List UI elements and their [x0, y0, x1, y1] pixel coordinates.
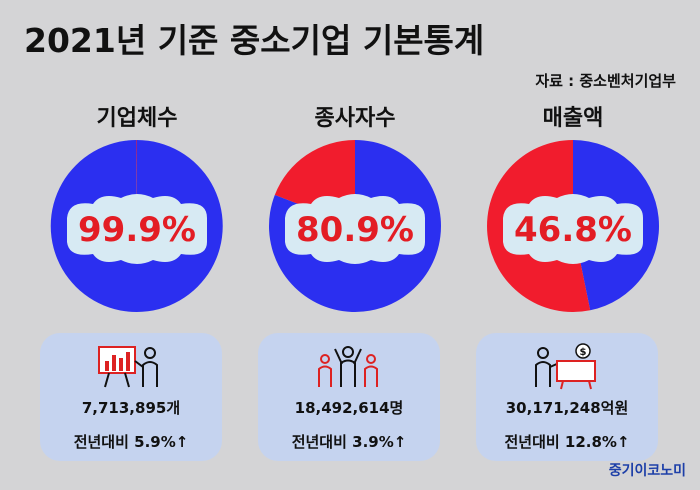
pie-slice-rest — [136, 139, 137, 226]
center-cloud — [67, 194, 207, 264]
panel-title-employees: 종사자수 — [314, 106, 396, 131]
sales-board-icon: $ — [535, 343, 596, 390]
panel-sales: 매출액 46.8% $ 30,171,248억원 전년대비 12.8%↑ — [473, 0, 673, 490]
stat-value-employees: 18,492,614명 — [294, 399, 404, 417]
source-note: 자료 : 중소벤처기업부 — [535, 72, 676, 90]
stat-card-companies: 7,713,895개 전년대비 5.9%↑ — [40, 333, 222, 461]
stat-card-employees: 18,492,614명 전년대비 3.9%↑ — [258, 333, 440, 461]
presentation-chart-icon — [98, 346, 158, 388]
panel-title-companies: 기업체수 — [96, 106, 178, 131]
stat-change-employees: 전년대비 3.9%↑ — [291, 433, 407, 451]
panel-title-sales: 매출액 — [542, 106, 604, 131]
panel-employees: 종사자수 80.9% 18,492,614명 전년대비 3.9%↑ — [255, 0, 455, 490]
center-label-sales: 46.8% — [514, 210, 632, 250]
donut-chart-companies: 99.9% — [50, 139, 223, 312]
center-label-companies: 99.9% — [78, 210, 196, 250]
svg-text:$: $ — [580, 347, 587, 358]
center-cloud — [285, 194, 425, 264]
stat-change-companies: 전년대비 5.9%↑ — [73, 433, 189, 451]
donut-chart-sales: 46.8% — [487, 140, 660, 312]
panel-companies: 기업체수 99.9% 7,713,895개 전년대비 5.9%↑ — [37, 0, 237, 490]
group-people-icon — [318, 346, 378, 387]
page-title: 2021년 기준 중소기업 기본통계 — [24, 21, 485, 60]
stat-change-sales: 전년대비 12.8%↑ — [504, 433, 630, 451]
center-cloud — [503, 194, 643, 264]
stat-value-companies: 7,713,895개 — [81, 399, 181, 417]
stat-value-sales: 30,171,248억원 — [505, 399, 629, 417]
brand-logo: 중기이코노미 — [608, 463, 686, 479]
donut-chart-employees: 80.9% — [268, 140, 441, 312]
center-label-employees: 80.9% — [296, 210, 414, 250]
stat-card-sales: $ 30,171,248억원 전년대비 12.8%↑ — [476, 333, 658, 461]
